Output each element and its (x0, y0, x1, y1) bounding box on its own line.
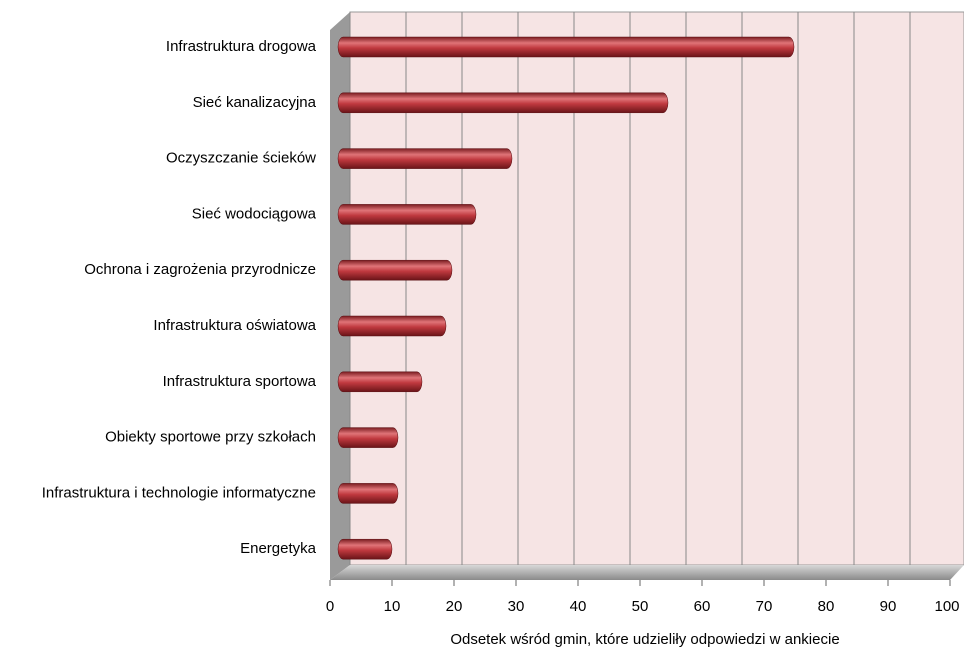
x-tick-label: 60 (694, 598, 711, 615)
y-tick-label: Infrastruktura i technologie informatycz… (42, 484, 316, 501)
bar (337, 483, 399, 504)
x-tick-label: 30 (508, 598, 525, 615)
bar (337, 538, 393, 560)
x-tick-label: 90 (880, 598, 897, 615)
bar (337, 92, 669, 114)
bar (337, 315, 447, 337)
x-tick-label: 0 (326, 598, 334, 615)
y-tick-label: Infrastruktura oświatowa (153, 317, 316, 334)
y-tick-label: Sieć kanalizacyjna (193, 94, 317, 111)
x-axis-title: Odsetek wśród gmin, które udzieliły odpo… (450, 631, 839, 648)
x-tick-label: 100 (934, 598, 959, 615)
y-tick-label: Ochrona i zagrożenia przyrodnicze (84, 261, 316, 278)
bar (337, 427, 399, 448)
y-tick-label: Infrastruktura drogowa (166, 38, 317, 55)
y-tick-label: Infrastruktura sportowa (163, 373, 317, 390)
x-tick-label: 10 (384, 598, 401, 615)
y-tick-label: Sieć wodociągowa (192, 205, 317, 222)
floor (330, 565, 964, 580)
y-tick-label: Obiekty sportowe przy szkołach (105, 429, 316, 446)
bar (337, 371, 423, 393)
x-tick-label: 40 (570, 598, 587, 615)
x-tick-label: 70 (756, 598, 773, 615)
x-tick-label: 50 (632, 598, 649, 615)
bar (337, 36, 795, 58)
y-tick-label: Oczyszczanie ścieków (166, 150, 316, 167)
bar (337, 148, 513, 169)
y-tick-label: Energetyka (240, 540, 317, 557)
bar (337, 204, 477, 225)
bar (337, 259, 453, 281)
x-tick-label: 80 (818, 598, 835, 615)
x-tick-label: 20 (446, 598, 463, 615)
